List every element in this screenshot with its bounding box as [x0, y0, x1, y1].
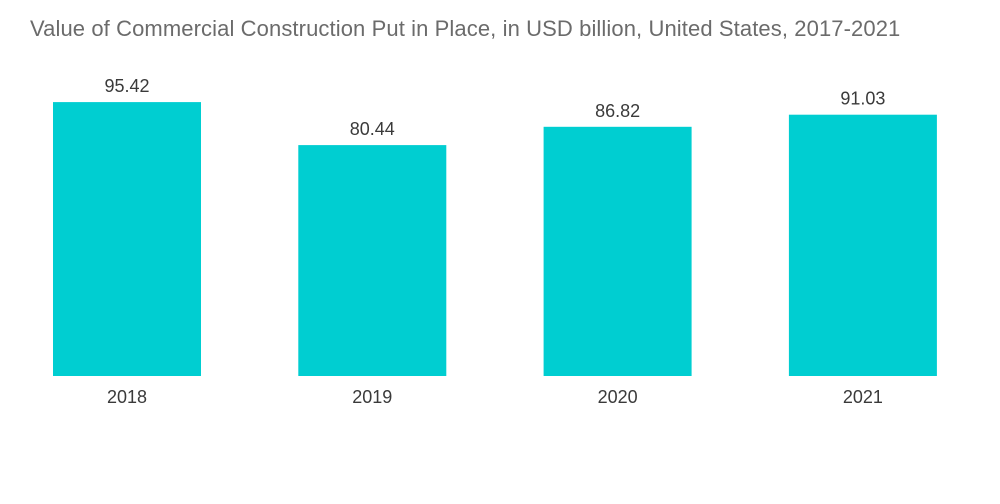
bar-labels-group: 95.42 80.44 86.82 91.03 — [104, 76, 885, 139]
chart-title: Value of Commercial Construction Put in … — [30, 16, 901, 41]
bar-2019 — [298, 145, 447, 376]
data-label-2020: 86.82 — [595, 101, 640, 121]
bars-group — [53, 102, 937, 376]
x-axis-ticks: 2018 2019 2020 2021 — [107, 387, 883, 407]
x-tick-label-2019: 2019 — [352, 387, 392, 407]
bar-2018 — [53, 102, 201, 376]
x-tick-label-2018: 2018 — [107, 387, 147, 407]
bar-2021 — [788, 114, 937, 376]
data-label-2018: 95.42 — [104, 76, 149, 96]
data-label-2019: 80.44 — [350, 119, 395, 139]
bar-2020 — [543, 126, 692, 376]
x-tick-label-2021: 2021 — [843, 387, 883, 407]
data-label-2021: 91.03 — [840, 89, 885, 109]
x-tick-label-2020: 2020 — [598, 387, 638, 407]
